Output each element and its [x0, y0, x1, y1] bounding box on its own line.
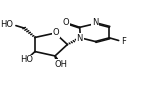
Text: HO: HO: [21, 55, 34, 64]
Text: OH: OH: [54, 60, 67, 69]
Text: O: O: [52, 28, 59, 37]
Polygon shape: [55, 56, 60, 63]
Text: HO: HO: [1, 20, 14, 29]
Text: F: F: [121, 37, 126, 46]
Text: O: O: [63, 18, 69, 27]
Text: N: N: [92, 18, 98, 27]
Text: N: N: [77, 34, 83, 43]
